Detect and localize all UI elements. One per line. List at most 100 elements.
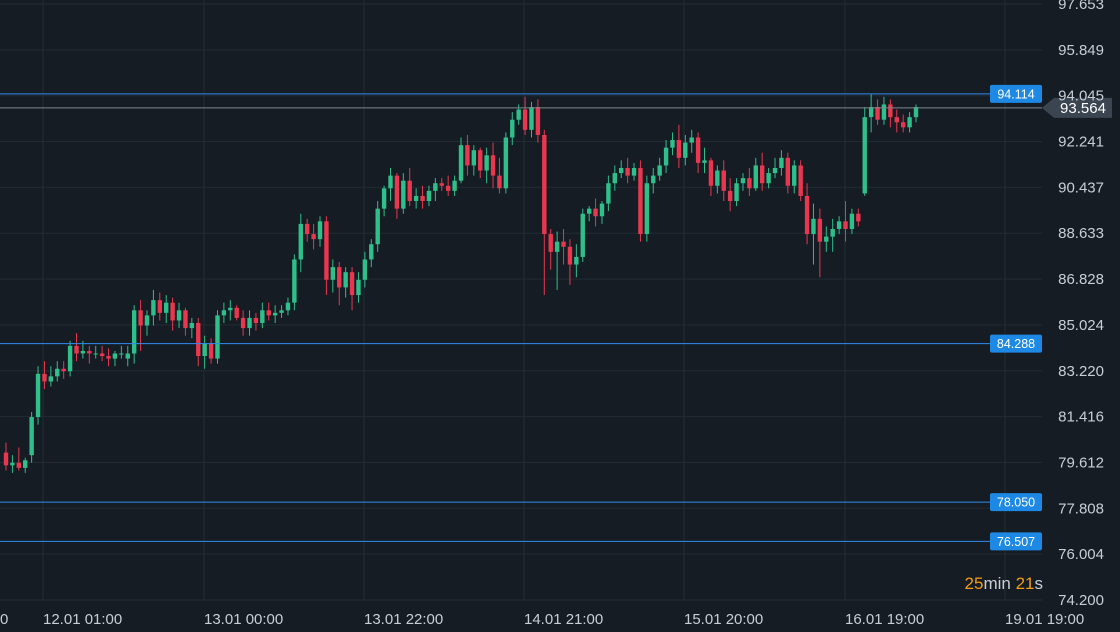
candle-body	[55, 368, 60, 377]
x-tick-label: 19.01 19:00	[1005, 611, 1084, 628]
candle-body	[465, 145, 470, 166]
candle-body	[208, 343, 214, 359]
candle-body	[484, 155, 489, 171]
candle-body	[727, 190, 733, 202]
candle-body	[824, 236, 829, 242]
candles	[3, 94, 919, 473]
candle-body	[23, 460, 28, 468]
candle-body	[388, 175, 393, 189]
candle-body	[606, 183, 611, 204]
candle-body	[164, 302, 169, 313]
y-tick-label: 74.200	[1058, 592, 1104, 609]
x-tick-label: 15.01 20:00	[684, 611, 763, 628]
candle-body	[10, 462, 15, 466]
candle-body	[330, 267, 336, 280]
candle-body	[843, 221, 848, 229]
candle-countdown-timer: 25min 21s	[965, 574, 1043, 594]
candle-body	[189, 323, 195, 329]
candle-body	[119, 353, 124, 355]
candle-body	[804, 195, 810, 235]
candle-body	[689, 137, 694, 143]
candle-body	[734, 183, 739, 202]
candle-body	[240, 317, 246, 329]
candle-body	[176, 310, 182, 321]
candle-body	[234, 307, 239, 318]
candle-body	[766, 173, 771, 184]
candle-body	[311, 234, 316, 240]
candle-body	[202, 343, 207, 357]
candle-body	[522, 109, 528, 130]
candle-body	[80, 350, 86, 354]
candle-body	[343, 272, 348, 288]
candle-body	[663, 147, 669, 166]
candle-body	[721, 170, 726, 191]
candle-body	[817, 218, 823, 242]
candle-body	[87, 350, 92, 354]
candle-body	[349, 272, 355, 296]
candle-body	[298, 223, 303, 260]
candle-body	[529, 106, 534, 130]
candle-body	[106, 356, 111, 359]
y-tick-label: 94.045	[1058, 88, 1104, 105]
y-tick-label: 88.633	[1058, 225, 1104, 242]
candle-body	[426, 190, 432, 202]
candle-body	[894, 117, 899, 123]
candle-body	[535, 106, 541, 135]
candle-body	[93, 353, 98, 355]
y-tick-label: 81.416	[1058, 409, 1104, 426]
candle-body	[868, 106, 874, 118]
candle-body	[439, 183, 444, 186]
candle-body	[715, 170, 720, 186]
level-tag	[990, 532, 1042, 551]
chart-grid	[0, 0, 1042, 601]
horizontal-levels[interactable]: 94.114 84.288 78.050 76.507 93.564	[0, 84, 1112, 551]
level-tag-label: 76.507	[997, 535, 1035, 549]
candle-body	[67, 345, 73, 372]
candle-body	[272, 312, 278, 316]
candle-body	[433, 183, 438, 191]
candle-body	[381, 188, 387, 209]
x-tick-label: 14.01 21:00	[524, 611, 603, 628]
y-tick-label: 85.024	[1058, 317, 1104, 334]
candle-body	[702, 160, 707, 163]
candle-body	[503, 137, 509, 189]
candle-body	[644, 183, 650, 235]
current-price-tag	[1042, 97, 1112, 118]
level-tag	[990, 493, 1042, 512]
candle-body	[48, 376, 54, 382]
candle-body	[779, 157, 784, 168]
candle-body	[638, 167, 643, 235]
candle-body	[593, 208, 598, 217]
candle-body	[112, 353, 118, 359]
candle-body	[567, 246, 573, 265]
candle-body	[445, 185, 451, 191]
candle-body	[304, 223, 310, 235]
candle-body	[798, 165, 803, 196]
candle-body	[740, 178, 746, 184]
candle-body	[144, 315, 150, 326]
candle-body	[369, 244, 374, 260]
y-tick-label: 97.653	[1058, 0, 1104, 13]
candle-body	[3, 452, 9, 466]
x-tick-label: 12.01 01:00	[43, 611, 122, 628]
time-axis: 0 12.01 01:00 13.01 00:00 13.01 22:00 14.01 …	[0, 611, 1084, 628]
y-tick-label: 83.220	[1058, 363, 1104, 380]
candle-body	[247, 317, 252, 329]
candle-body	[497, 175, 502, 189]
candle-body	[42, 373, 47, 382]
candle-body	[266, 310, 271, 316]
candle-body	[875, 106, 880, 120]
candle-body	[580, 213, 585, 257]
level-tag-label: 78.050	[997, 496, 1035, 510]
y-tick-label: 86.828	[1058, 271, 1104, 288]
candle-body	[888, 104, 893, 118]
candle-body	[401, 180, 406, 209]
candle-body	[548, 234, 553, 252]
y-tick-label: 90.437	[1058, 179, 1104, 196]
candle-body	[836, 221, 842, 229]
level-tag-label: 94.114	[997, 87, 1034, 101]
candle-body	[631, 167, 637, 176]
x-tick-label: 0	[0, 611, 8, 628]
candle-body	[753, 165, 758, 189]
